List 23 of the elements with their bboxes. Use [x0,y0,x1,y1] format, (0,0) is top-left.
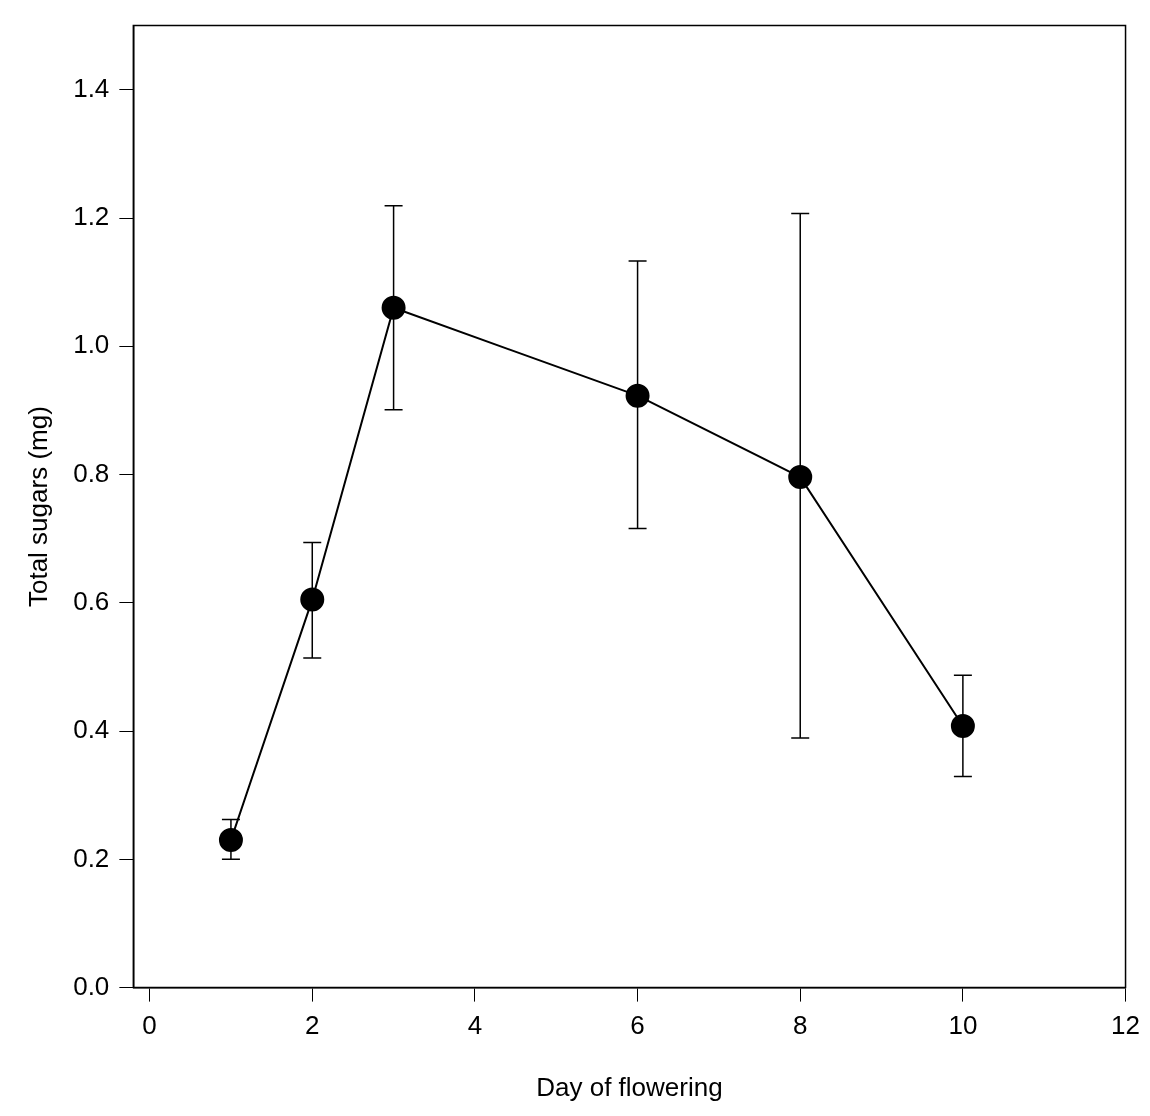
y-axis-title: Total sugars (mg) [22,406,53,608]
y-tick-label: 1.0 [73,329,110,360]
y-tick-label: 0.6 [73,585,110,616]
point [218,828,243,853]
y-tick-label: 0.2 [73,842,110,873]
x-tick-label: 6 [630,1010,645,1041]
x-tick-label: 2 [305,1010,320,1041]
x-tick-label: 8 [793,1010,808,1041]
y-tick-label: 1.2 [73,201,110,232]
point [788,465,813,490]
x-axis-title: Day of flowering [536,1071,723,1102]
x-tick-label: 10 [948,1010,978,1041]
y-tick-label: 0.0 [73,970,110,1001]
point [950,713,975,738]
y-tick-label: 1.4 [73,72,110,103]
x-tick-label: 4 [467,1010,483,1041]
x-tick-label: 12 [1111,1010,1140,1041]
x-tick-label: 0 [142,1010,157,1041]
point [625,383,650,408]
y-tick-label: 0.4 [73,714,110,745]
point [381,295,406,320]
point [300,587,325,612]
y-tick-label: 0.8 [73,457,110,488]
